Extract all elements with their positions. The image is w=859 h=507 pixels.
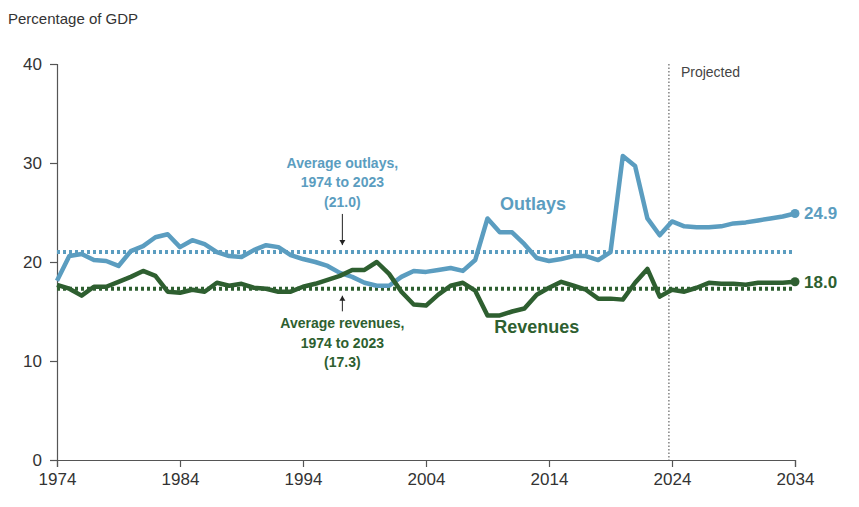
tick-label: 2034	[777, 470, 815, 489]
annotation: 18.0	[804, 273, 837, 292]
end-marker	[791, 277, 800, 286]
tick-mark	[50, 64, 57, 65]
reference-arrowhead	[339, 296, 345, 301]
tick-mark	[549, 460, 550, 467]
tick: 1984	[162, 460, 200, 489]
reference-label: (17.3)	[324, 354, 361, 370]
reference-label: 1974 to 2023	[301, 335, 384, 351]
tick-mark	[50, 262, 57, 263]
plot: 1974 1984 1994 2004 2014 2024 2034 0 10 20 30 40 Pro…	[23, 55, 837, 489]
annotation: Revenues	[494, 317, 579, 337]
end-marker	[791, 209, 800, 218]
tick-mark	[426, 460, 427, 467]
y-axis-title: Percentage of GDP	[8, 10, 138, 27]
tick: 2014	[531, 460, 569, 489]
tick-label: 1984	[162, 470, 200, 489]
tick: 1974	[39, 460, 77, 489]
tick-mark	[303, 460, 304, 467]
tick-mark	[50, 460, 57, 461]
reference-label: Average outlays,	[287, 155, 399, 171]
annotation: Outlays	[500, 194, 566, 214]
tick: 0	[33, 451, 57, 470]
annotation: 24.9	[804, 204, 837, 223]
series-line	[57, 156, 795, 286]
tick: 10	[23, 352, 57, 371]
reference-line	[57, 250, 795, 254]
tick-label: 2024	[654, 470, 692, 489]
tick-label: 10	[23, 352, 42, 371]
marks	[57, 156, 800, 315]
tick-label: 30	[23, 154, 42, 173]
series-line	[57, 262, 795, 315]
tick-label: 0	[33, 451, 42, 470]
tick: 2024	[654, 460, 692, 489]
tick-label: 1994	[285, 470, 323, 489]
axis-line	[50, 65, 58, 461]
tick: 1994	[285, 460, 323, 489]
tick-label: 2004	[408, 470, 446, 489]
projection-line	[668, 64, 669, 460]
tick: 2004	[408, 460, 446, 489]
reference-label: 1974 to 2023	[301, 174, 384, 190]
tick-label: 20	[23, 253, 42, 272]
tick-label: 40	[23, 55, 42, 74]
tick-mark	[180, 460, 181, 467]
reference-label: Average revenues,	[280, 315, 404, 331]
reference-arrowhead	[339, 240, 345, 245]
tick: 2034	[777, 460, 815, 489]
labels: Average outlays, 1974 to 2023 (21.0) Averag…	[280, 155, 837, 370]
tick-mark	[50, 163, 57, 164]
tick: 30	[23, 154, 57, 173]
reference-label: (21.0)	[324, 194, 361, 210]
axis-line	[58, 461, 796, 468]
tick-label: 2014	[531, 470, 569, 489]
projection-label: Projected	[681, 64, 740, 80]
tick: 40	[23, 55, 57, 74]
chart: 1974 1984 1994 2004 2014 2024 2034 0 10 20 30 40 Pro…	[0, 0, 859, 507]
tick-mark	[795, 460, 796, 467]
tick-mark	[672, 460, 673, 467]
y-axis: 0 10 20 30 40	[23, 55, 57, 470]
tick-mark	[50, 361, 57, 362]
tick-label: 1974	[39, 470, 77, 489]
tick: 20	[23, 253, 57, 272]
x-axis: 1974 1984 1994 2004 2014 2024 2034	[39, 460, 815, 489]
